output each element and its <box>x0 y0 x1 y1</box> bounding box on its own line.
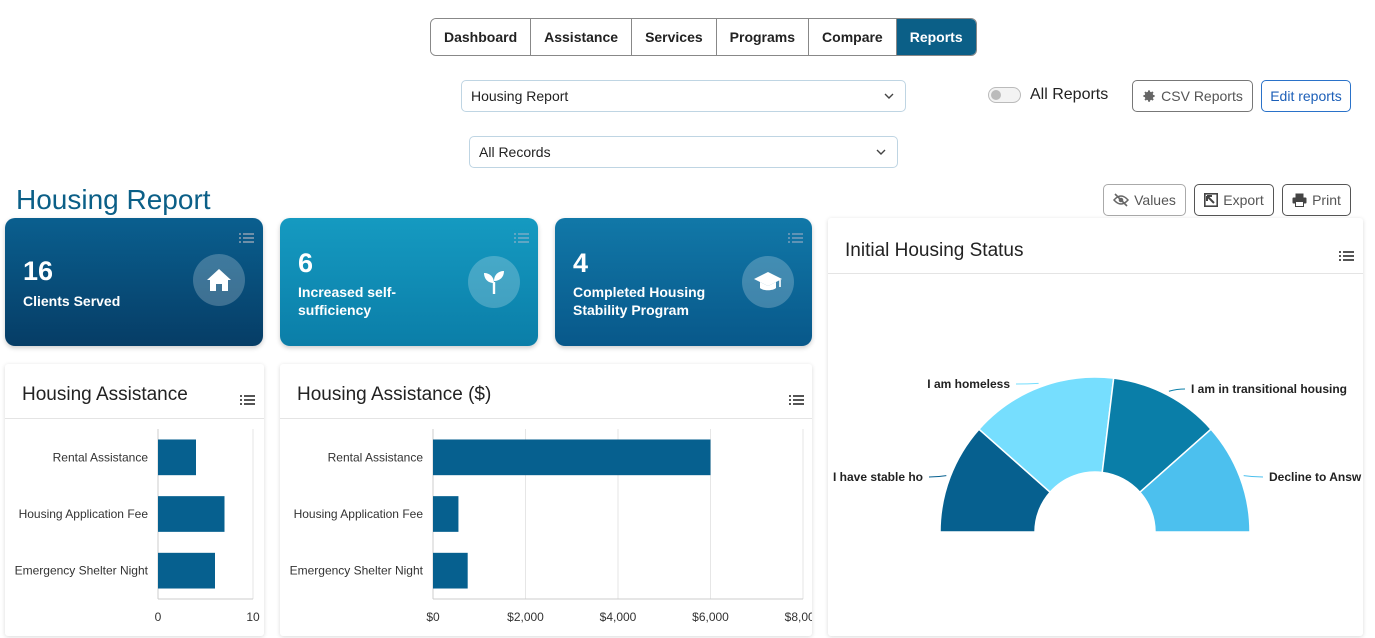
all-reports-toggle[interactable] <box>988 87 1021 103</box>
edit-reports-label: Edit reports <box>1270 88 1342 104</box>
pie-connector <box>1168 388 1186 392</box>
panel-housing-assistance-dollars: Housing Assistance ($) $0 $2,000 $4,000 $6,… <box>280 364 812 636</box>
gear-icon <box>1143 90 1155 102</box>
bar[interactable] <box>433 496 459 532</box>
tab-dashboard[interactable]: Dashboard <box>431 19 532 55</box>
values-button[interactable]: Values <box>1103 184 1186 216</box>
x-tick-label: 10 <box>246 610 260 624</box>
eye-slash-icon <box>1113 193 1130 207</box>
x-tick-label: $0 <box>426 610 440 624</box>
chevron-down-icon <box>884 93 894 99</box>
tab-reports[interactable]: Reports <box>896 19 976 55</box>
menu-icon[interactable] <box>514 232 529 245</box>
y-category-label: Emergency Shelter Night <box>15 564 149 578</box>
report-select-value: Housing Report <box>471 88 569 104</box>
csv-reports-button[interactable]: CSV Reports <box>1132 80 1253 112</box>
x-tick-label: $2,000 <box>507 610 544 624</box>
panel-divider <box>5 418 264 419</box>
bar[interactable] <box>433 552 468 589</box>
panel-title: Housing Assistance <box>22 384 188 405</box>
bar[interactable] <box>433 439 711 476</box>
chart-housing-assistance-dollars: $0 $2,000 $4,000 $6,000 $8,000 Rental Assista… <box>290 429 812 624</box>
graduation-cap-icon <box>742 256 794 308</box>
menu-icon[interactable] <box>240 394 255 407</box>
records-select[interactable]: All Records <box>469 136 898 168</box>
records-select-value: All Records <box>479 144 551 160</box>
pie-slice-label: I have stable ho <box>833 470 923 484</box>
export-icon <box>1204 193 1219 207</box>
panel-initial-housing-status: Initial Housing Status I have stable ho I… <box>828 218 1363 636</box>
y-category-label: Housing Application Fee <box>19 507 149 521</box>
menu-icon[interactable] <box>788 232 803 245</box>
toggle-knob <box>991 90 1001 100</box>
kpi-value: 16 <box>23 256 54 286</box>
report-select[interactable]: Housing Report <box>461 80 906 112</box>
panel-title: Housing Assistance ($) <box>297 384 492 405</box>
x-tick-label: $4,000 <box>600 610 637 624</box>
pie-slice-label: Decline to Answ <box>1269 470 1362 484</box>
sprout-icon <box>468 256 520 308</box>
panel-housing-assistance: Housing Assistance 0 10 Rental Assistance H… <box>5 364 264 636</box>
chart-housing-assistance: 0 10 Rental Assistance Housing Application … <box>15 429 260 624</box>
home-icon <box>193 254 245 306</box>
x-tick-label: $8,000 <box>785 610 812 624</box>
kpi-label: Increased self-sufficiency <box>298 284 397 318</box>
tab-programs[interactable]: Programs <box>716 19 810 55</box>
all-reports-label: All Reports <box>1030 86 1109 103</box>
menu-icon[interactable] <box>789 394 804 407</box>
pie-connector <box>928 475 947 478</box>
panel-divider <box>828 273 1363 274</box>
y-category-label: Housing Application Fee <box>294 507 424 521</box>
kpi-card-completed-program: 4 Completed Housing Stability Program <box>555 218 812 346</box>
pie-slice[interactable] <box>1138 428 1251 533</box>
pie-slice-label: I am homeless <box>927 377 1010 391</box>
y-category-label: Rental Assistance <box>53 450 149 464</box>
menu-icon[interactable] <box>239 232 254 245</box>
pie-connector <box>1015 382 1039 385</box>
edit-reports-button[interactable]: Edit reports <box>1261 80 1351 112</box>
bar[interactable] <box>158 496 225 532</box>
y-category-label: Rental Assistance <box>328 450 424 464</box>
print-label: Print <box>1312 192 1341 208</box>
tab-services[interactable]: Services <box>632 19 717 55</box>
kpi-card-self-sufficiency: 6 Increased self-sufficiency <box>280 218 538 346</box>
x-tick-label: 0 <box>155 610 162 624</box>
pie-connector <box>1243 475 1264 478</box>
kpi-value: 6 <box>298 248 314 278</box>
panel-title: Initial Housing Status <box>845 240 1024 261</box>
panel-divider <box>280 418 812 419</box>
y-category-label: Emergency Shelter Night <box>290 564 424 578</box>
kpi-value: 4 <box>573 248 589 278</box>
print-button[interactable]: Print <box>1282 184 1351 216</box>
export-label: Export <box>1223 192 1264 208</box>
kpi-label: Completed Housing Stability Program <box>573 284 706 318</box>
kpi-card-clients-served: 16 Clients Served <box>5 218 263 346</box>
printer-icon <box>1292 193 1307 207</box>
pie-slice[interactable] <box>977 376 1115 494</box>
bar[interactable] <box>158 552 215 589</box>
menu-icon[interactable] <box>1339 250 1354 263</box>
chevron-down-icon <box>876 149 886 155</box>
bar[interactable] <box>158 439 196 476</box>
chart-initial-housing-status: I have stable ho I am homeless I am in tra… <box>833 376 1362 533</box>
tab-compare[interactable]: Compare <box>809 19 897 55</box>
x-tick-label: $6,000 <box>692 610 729 624</box>
main-nav: Dashboard Assistance Services Programs C… <box>430 18 977 56</box>
csv-reports-label: CSV Reports <box>1161 88 1243 104</box>
page-title: Housing Report <box>16 184 211 215</box>
pie-slice-label: I am in transitional housing <box>1191 382 1347 396</box>
export-button[interactable]: Export <box>1194 184 1274 216</box>
tab-assistance[interactable]: Assistance <box>531 19 633 55</box>
values-label: Values <box>1134 192 1176 208</box>
kpi-label: Clients Served <box>23 293 121 309</box>
